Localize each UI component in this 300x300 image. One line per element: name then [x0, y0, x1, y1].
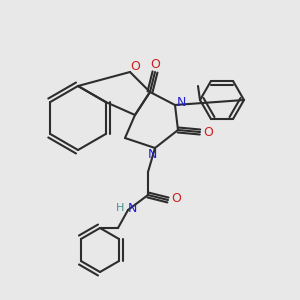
Text: O: O — [171, 191, 181, 205]
Text: O: O — [203, 125, 213, 139]
Text: N: N — [147, 148, 157, 160]
Text: N: N — [176, 95, 186, 109]
Text: H: H — [116, 203, 124, 213]
Text: N: N — [127, 202, 137, 214]
Text: O: O — [130, 61, 140, 74]
Text: O: O — [150, 58, 160, 70]
